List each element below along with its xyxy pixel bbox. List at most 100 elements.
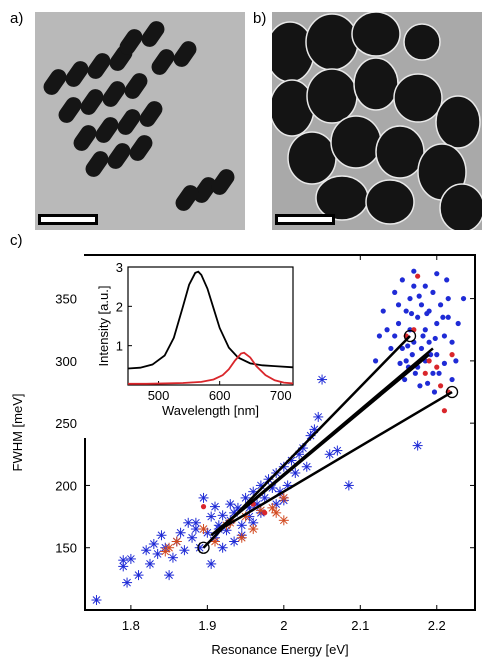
asterisk-point xyxy=(343,480,354,491)
dot-point xyxy=(408,310,415,317)
nanoparticle xyxy=(305,13,359,71)
asterisk-point xyxy=(240,492,251,503)
dot-point xyxy=(422,327,428,333)
dot-point xyxy=(405,343,411,349)
dot-point xyxy=(422,370,428,376)
dot-point xyxy=(418,345,425,352)
asterisk-point xyxy=(198,524,209,535)
asterisk-point xyxy=(164,542,175,553)
dot-point xyxy=(430,370,436,376)
dot-point xyxy=(440,314,446,320)
dot-point xyxy=(397,360,403,366)
nanoparticle xyxy=(353,57,399,111)
dot-point xyxy=(399,345,405,352)
asterisk-point xyxy=(317,374,328,385)
nanoparticle xyxy=(315,175,369,221)
y-tick-label: 300 xyxy=(55,354,77,369)
asterisk-point xyxy=(141,545,152,556)
dot-point xyxy=(395,320,402,327)
nanorod xyxy=(102,81,126,107)
x-tick-label: 2 xyxy=(280,618,287,633)
asterisk-point xyxy=(301,461,312,472)
nanorod xyxy=(95,117,119,143)
nanoparticle xyxy=(306,68,358,124)
x-axis-label: Resonance Energy [eV] xyxy=(211,642,348,657)
dot-point xyxy=(436,370,442,376)
asterisk-point xyxy=(118,555,129,566)
dot-point xyxy=(460,295,467,302)
dot-point xyxy=(441,360,448,366)
dot-point xyxy=(453,358,459,364)
asterisk-point xyxy=(313,411,324,422)
asterisk-point xyxy=(167,552,178,563)
inset-x-tick-label: 700 xyxy=(270,388,292,403)
y-tick-label: 150 xyxy=(55,541,77,556)
dot-point xyxy=(392,289,398,295)
y-tick-label: 200 xyxy=(55,478,77,493)
tem-nanorods-svg xyxy=(35,12,245,230)
y-tick-label: 350 xyxy=(55,292,77,307)
asterisk-point xyxy=(187,532,198,543)
asterisk-point xyxy=(171,536,182,547)
dot-point xyxy=(434,271,440,277)
asterisk-point xyxy=(206,558,217,569)
nanorod xyxy=(175,185,199,211)
dot-point xyxy=(432,335,438,342)
asterisk-point xyxy=(217,542,228,553)
asterisk-point xyxy=(332,445,343,456)
tem-image-particles xyxy=(272,12,482,230)
dot-point xyxy=(416,293,422,299)
inset-y-tick-label: 2 xyxy=(116,299,123,314)
nanorod xyxy=(193,177,217,203)
inset-x-tick-label: 500 xyxy=(148,388,170,403)
fwhm-vs-energy-chart: 1.8 1.9 2 2.1 2.2 150 200 250 300 350 Resonance En… xyxy=(10,254,476,657)
nanorod xyxy=(129,135,153,161)
inset-frame xyxy=(127,266,294,386)
dot-point xyxy=(372,358,379,364)
inset-y-axis-label: Intensity [a.u.] xyxy=(96,286,111,367)
dot-point xyxy=(415,314,421,320)
connector-line xyxy=(225,347,434,524)
nanorod xyxy=(124,73,148,99)
dot-point xyxy=(441,408,448,414)
nanorod xyxy=(141,21,165,47)
dot-point xyxy=(384,327,390,333)
asterisk-point xyxy=(175,527,186,538)
y-axis-label: FWHM [meV] xyxy=(10,394,25,472)
dot-point xyxy=(445,295,451,302)
asterisk-point xyxy=(305,430,316,441)
highlight-circle xyxy=(197,541,210,554)
dot-point xyxy=(380,308,386,314)
inset-y-tick-label: 1 xyxy=(116,339,123,354)
asterisk-point xyxy=(122,577,133,588)
nanorod xyxy=(139,101,163,127)
dot-point xyxy=(407,295,413,302)
asterisk-point xyxy=(290,467,301,478)
x-tick-label: 2.1 xyxy=(351,618,369,633)
dot-point xyxy=(200,504,207,510)
asterisk-point xyxy=(217,510,228,521)
asterisk-point xyxy=(145,558,155,569)
nanoparticle xyxy=(365,179,415,225)
dot-point xyxy=(418,302,425,308)
nanoparticle xyxy=(375,125,425,179)
asterisk-point xyxy=(412,440,423,451)
highlight-circle xyxy=(445,385,459,399)
asterisk-point xyxy=(206,511,217,522)
asterisk-point xyxy=(210,501,220,512)
asterisk-point xyxy=(278,492,289,503)
asterisk-point xyxy=(236,520,247,531)
asterisk-point xyxy=(248,524,259,535)
panel-label-c: c) xyxy=(10,232,23,249)
tem-image-nanorods xyxy=(35,12,245,230)
nanoparticle xyxy=(439,183,482,230)
panel-label-b: b) xyxy=(253,10,267,27)
nanorod xyxy=(119,29,143,55)
dot-point xyxy=(434,320,440,327)
tem-particles-svg xyxy=(272,12,482,230)
inset-y-tick-label: 3 xyxy=(116,260,123,275)
dot-point xyxy=(388,345,394,352)
nanorod xyxy=(65,61,89,87)
panel-label-a: a) xyxy=(10,10,24,27)
dot-point xyxy=(445,314,451,320)
